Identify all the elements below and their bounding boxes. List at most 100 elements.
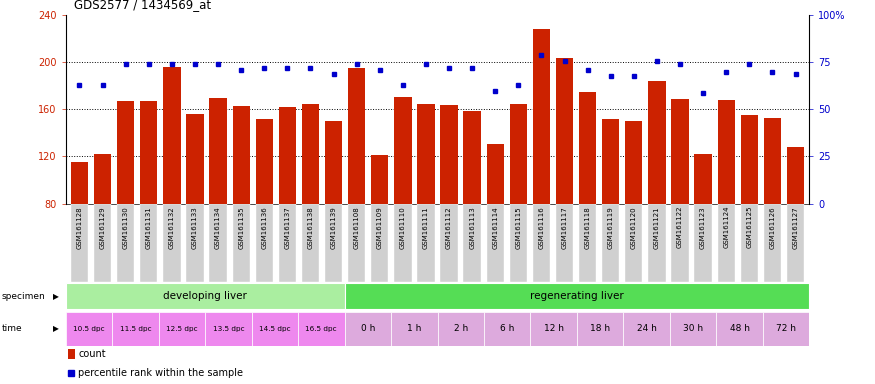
Bar bbox=[66, 283, 345, 309]
Text: GSM161130: GSM161130 bbox=[123, 206, 129, 248]
Bar bbox=[345, 312, 391, 346]
Bar bbox=[625, 204, 642, 282]
Bar bbox=[186, 204, 204, 282]
Text: GSM161118: GSM161118 bbox=[584, 206, 591, 248]
Bar bbox=[209, 98, 227, 204]
Bar bbox=[556, 58, 573, 204]
Bar bbox=[577, 312, 623, 346]
Bar bbox=[117, 101, 135, 204]
Bar bbox=[764, 204, 781, 282]
Text: GSM161110: GSM161110 bbox=[400, 206, 406, 248]
Text: GSM161108: GSM161108 bbox=[354, 206, 360, 248]
Text: 12.5 dpc: 12.5 dpc bbox=[166, 326, 198, 332]
Bar bbox=[255, 119, 273, 204]
Text: GSM161109: GSM161109 bbox=[377, 206, 382, 248]
Bar bbox=[464, 111, 480, 204]
Bar bbox=[371, 204, 388, 282]
Bar bbox=[740, 115, 758, 204]
Text: 18 h: 18 h bbox=[590, 324, 610, 333]
Bar bbox=[533, 30, 550, 204]
Bar bbox=[252, 312, 298, 346]
Text: GDS2577 / 1434569_at: GDS2577 / 1434569_at bbox=[74, 0, 212, 12]
Bar bbox=[602, 204, 620, 282]
Text: GSM161132: GSM161132 bbox=[169, 206, 175, 248]
Bar bbox=[417, 104, 435, 204]
Bar bbox=[487, 144, 504, 204]
Text: GSM161121: GSM161121 bbox=[654, 206, 660, 248]
Text: GSM161133: GSM161133 bbox=[192, 206, 198, 248]
Text: GSM161128: GSM161128 bbox=[76, 206, 82, 248]
Text: GSM161139: GSM161139 bbox=[331, 206, 337, 248]
Text: GSM161113: GSM161113 bbox=[469, 206, 475, 248]
Bar bbox=[718, 100, 735, 204]
Bar bbox=[440, 105, 458, 204]
Bar bbox=[648, 204, 666, 282]
Text: 24 h: 24 h bbox=[637, 324, 656, 333]
Text: 14.5 dpc: 14.5 dpc bbox=[259, 326, 290, 332]
Text: 48 h: 48 h bbox=[730, 324, 750, 333]
Bar bbox=[255, 204, 273, 282]
Text: 10.5 dpc: 10.5 dpc bbox=[73, 326, 105, 332]
Text: GSM161116: GSM161116 bbox=[538, 206, 544, 248]
Text: GSM161124: GSM161124 bbox=[724, 206, 729, 248]
Bar bbox=[530, 312, 577, 346]
Text: 16.5 dpc: 16.5 dpc bbox=[305, 326, 337, 332]
Text: 11.5 dpc: 11.5 dpc bbox=[120, 326, 151, 332]
Text: GSM161122: GSM161122 bbox=[677, 206, 683, 248]
Bar bbox=[117, 204, 135, 282]
Bar bbox=[440, 204, 458, 282]
Text: 2 h: 2 h bbox=[453, 324, 468, 333]
Bar bbox=[695, 154, 711, 204]
Text: GSM161115: GSM161115 bbox=[515, 206, 522, 248]
Bar bbox=[279, 204, 296, 282]
Bar bbox=[787, 204, 804, 282]
Bar bbox=[395, 96, 411, 204]
Text: GSM161126: GSM161126 bbox=[769, 206, 775, 248]
Bar bbox=[671, 204, 689, 282]
Bar bbox=[348, 204, 366, 282]
Bar bbox=[205, 312, 252, 346]
Bar bbox=[140, 204, 158, 282]
Bar bbox=[325, 121, 342, 204]
Bar bbox=[164, 204, 180, 282]
Text: GSM161125: GSM161125 bbox=[746, 206, 752, 248]
Bar bbox=[764, 118, 781, 204]
Bar bbox=[464, 204, 480, 282]
Text: 13.5 dpc: 13.5 dpc bbox=[213, 326, 244, 332]
Bar bbox=[763, 312, 809, 346]
Bar bbox=[67, 349, 74, 359]
Text: ▶: ▶ bbox=[52, 291, 59, 301]
Text: regenerating liver: regenerating liver bbox=[530, 291, 624, 301]
Bar bbox=[484, 312, 530, 346]
Bar bbox=[487, 204, 504, 282]
Text: ▶: ▶ bbox=[52, 324, 59, 333]
Bar bbox=[533, 204, 550, 282]
Text: GSM161111: GSM161111 bbox=[423, 206, 429, 248]
Text: 12 h: 12 h bbox=[543, 324, 564, 333]
Bar bbox=[625, 121, 642, 204]
Bar bbox=[345, 283, 809, 309]
Bar bbox=[509, 104, 527, 204]
Bar bbox=[787, 147, 804, 204]
Bar bbox=[158, 312, 205, 346]
Bar bbox=[740, 204, 758, 282]
Bar bbox=[602, 119, 620, 204]
Text: GSM161119: GSM161119 bbox=[608, 206, 613, 248]
Bar bbox=[648, 81, 666, 204]
Bar bbox=[438, 312, 484, 346]
Bar bbox=[671, 99, 689, 204]
Text: GSM161127: GSM161127 bbox=[793, 206, 799, 248]
Text: GSM161123: GSM161123 bbox=[700, 206, 706, 248]
Bar bbox=[509, 204, 527, 282]
Text: 1 h: 1 h bbox=[407, 324, 422, 333]
Bar bbox=[579, 204, 596, 282]
Bar bbox=[579, 92, 596, 204]
Text: 6 h: 6 h bbox=[500, 324, 514, 333]
Text: GSM161117: GSM161117 bbox=[562, 206, 568, 248]
Text: GSM161137: GSM161137 bbox=[284, 206, 290, 248]
Text: specimen: specimen bbox=[2, 291, 45, 301]
Text: GSM161135: GSM161135 bbox=[238, 206, 244, 248]
Bar bbox=[556, 204, 573, 282]
Text: percentile rank within the sample: percentile rank within the sample bbox=[78, 368, 243, 378]
Text: 0 h: 0 h bbox=[360, 324, 375, 333]
